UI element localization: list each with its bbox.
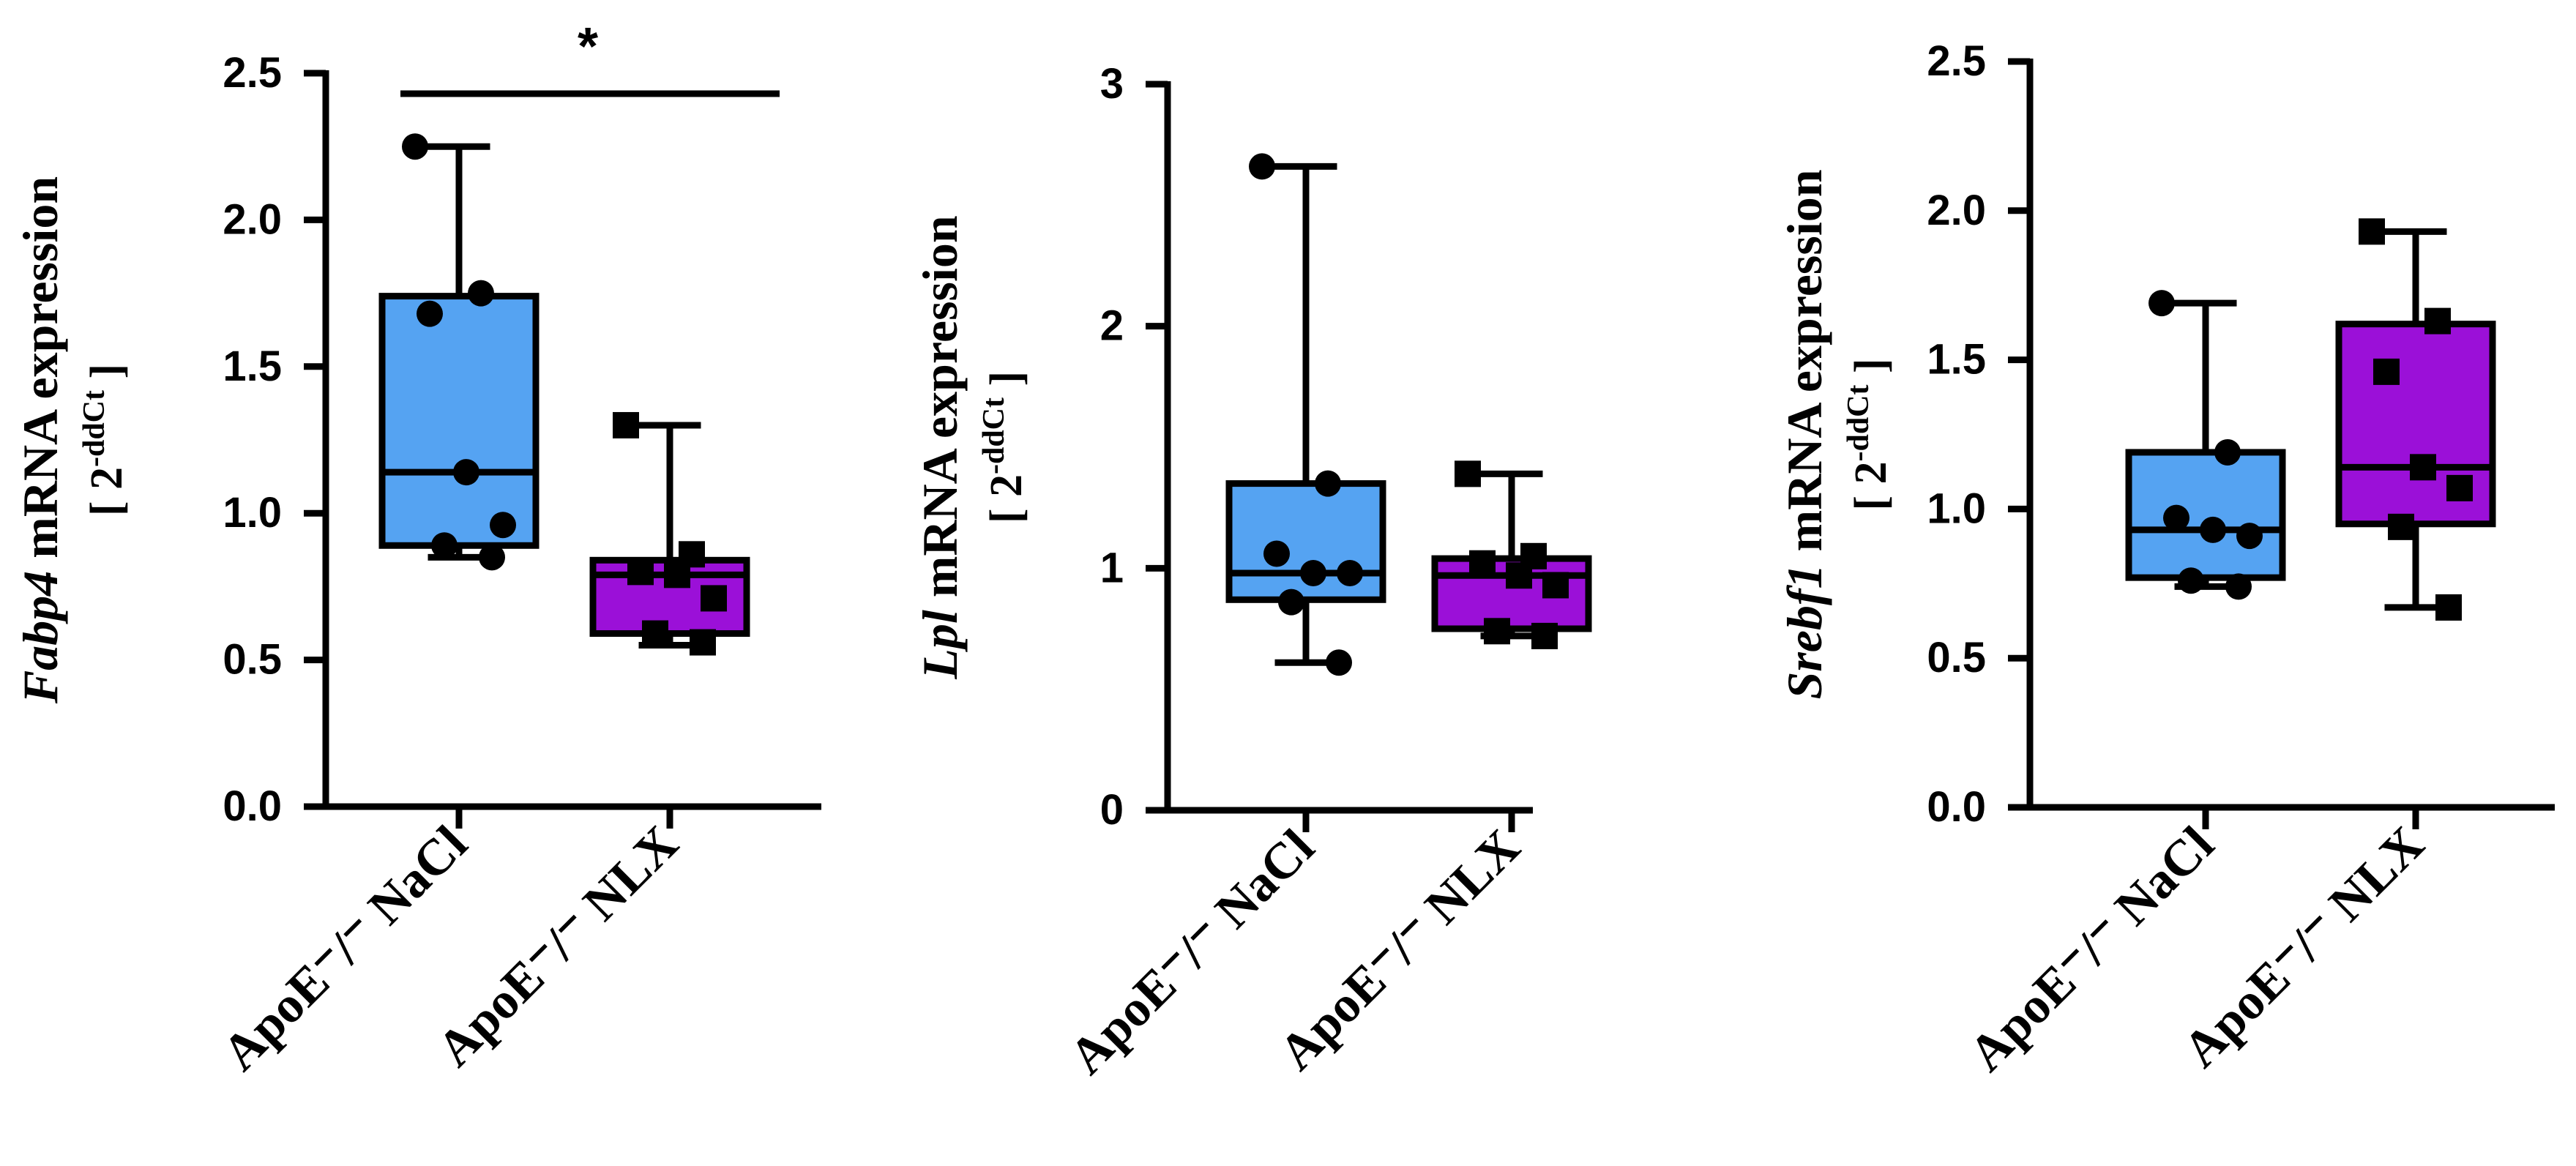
box-group-0: ApoE⁻/⁻ NaCl <box>1059 153 1386 1085</box>
data-point <box>1337 559 1363 586</box>
data-point <box>1506 562 1532 589</box>
unit-bracket-close: ] <box>1846 358 1896 384</box>
unit-bracket-close: ] <box>82 364 132 390</box>
box-group-0: ApoE⁻/⁻ NaCl <box>212 133 540 1082</box>
data-point <box>2236 523 2263 550</box>
data-point <box>627 558 654 586</box>
y-axis-label-suffix: mRNA expression <box>912 215 968 610</box>
data-point <box>2200 516 2226 543</box>
data-point <box>1469 550 1496 577</box>
data-point <box>2148 290 2175 317</box>
y-tick-label: 1.0 <box>1927 485 1986 532</box>
y-tick-label: 0.0 <box>223 782 282 830</box>
data-point <box>2435 594 2462 621</box>
y-tick-label: 2.5 <box>1927 37 1986 85</box>
y-tick-label: 3 <box>1100 60 1124 108</box>
data-point <box>2424 307 2451 335</box>
y-axis-label: Fabp4 mRNA expression <box>12 176 68 704</box>
y-tick-label: 0.5 <box>1927 634 1986 681</box>
y-tick-label: 0.0 <box>1927 783 1986 831</box>
y-tick-label: 1.5 <box>1927 336 1986 384</box>
y-axis-label: Lpl mRNA expression <box>912 215 968 679</box>
unit-base: 2 <box>82 467 132 490</box>
data-point <box>2410 454 2436 481</box>
data-point <box>1326 649 1352 676</box>
y-tick-label: 1.5 <box>223 343 282 390</box>
data-point <box>2178 567 2204 594</box>
iqr-box <box>378 293 540 549</box>
data-point <box>690 629 716 656</box>
box-group-1: ApoE⁻/⁻ NLX <box>2173 218 2496 1078</box>
y-axis-label-suffix: mRNA expression <box>1777 169 1832 564</box>
data-point <box>1249 153 1275 180</box>
unit-exponent: -ddCt <box>977 397 1011 474</box>
unit-bracket-close: ] <box>982 371 1031 397</box>
data-point <box>1484 618 1510 645</box>
data-point <box>479 544 505 571</box>
significance-marker: * <box>578 18 598 76</box>
data-point <box>613 411 639 438</box>
data-point <box>2388 513 2414 540</box>
data-point <box>468 280 494 307</box>
y-tick-label: 1 <box>1100 544 1124 591</box>
unit-base: 2 <box>1846 462 1896 485</box>
data-point <box>1300 559 1326 586</box>
data-point <box>1278 588 1304 616</box>
y-axis-label-gene: Srebf1 <box>1777 564 1832 699</box>
data-point <box>2359 218 2385 245</box>
y-tick-label: 0 <box>1100 786 1124 834</box>
data-point <box>490 512 516 539</box>
y-tick-label: 2.0 <box>1927 187 1986 234</box>
y-axis-unit: [ 2-ddCt ] <box>78 364 132 516</box>
data-point <box>2163 504 2189 531</box>
y-tick-label: 1.0 <box>223 489 282 537</box>
data-point <box>664 561 690 588</box>
data-point <box>453 459 479 486</box>
unit-bracket-open: [ <box>982 497 1031 523</box>
chart-panel-srebf1: 0.0 0.5 1.0 1.5 2.0 2.5 Srebf1 mRNA expression… <box>1777 37 2555 1083</box>
unit-exponent: -ddCt <box>78 390 111 467</box>
data-point <box>2225 573 2252 600</box>
unit-bracket-open: [ <box>82 490 132 516</box>
data-point <box>2373 358 2400 385</box>
data-point <box>431 532 458 559</box>
y-tick-label: 0.5 <box>223 636 282 684</box>
data-point <box>402 133 428 160</box>
data-point <box>1542 572 1569 599</box>
unit-bracket-open: [ <box>1846 485 1896 511</box>
box-group-0: ApoE⁻/⁻ NaCl <box>1958 290 2286 1083</box>
y-axis-label-suffix: mRNA expression <box>12 176 68 571</box>
data-point <box>642 620 668 647</box>
y-axis-unit: [ 2-ddCt ] <box>1842 358 1896 510</box>
iqr-box <box>2125 449 2286 581</box>
unit-exponent: -ddCt <box>1842 384 1875 461</box>
data-point <box>701 585 727 612</box>
y-axis-label-gene: Fabp4 <box>12 571 68 704</box>
data-point <box>1263 540 1290 567</box>
y-axis-label-gene: Lpl <box>912 610 968 680</box>
data-point <box>2214 438 2241 466</box>
data-point <box>2446 474 2473 501</box>
data-point <box>1315 470 1341 497</box>
data-point <box>417 300 443 327</box>
y-tick-label: 2.5 <box>223 49 282 97</box>
data-point <box>1531 622 1558 649</box>
y-axis-label: Srebf1 mRNA expression <box>1777 169 1832 699</box>
data-point <box>1455 460 1481 487</box>
y-axis-unit: [ 2-ddCt ] <box>977 371 1031 523</box>
y-tick-label: 2 <box>1100 302 1124 350</box>
unit-base: 2 <box>982 474 1031 497</box>
y-tick-label: 2.0 <box>223 195 282 243</box>
